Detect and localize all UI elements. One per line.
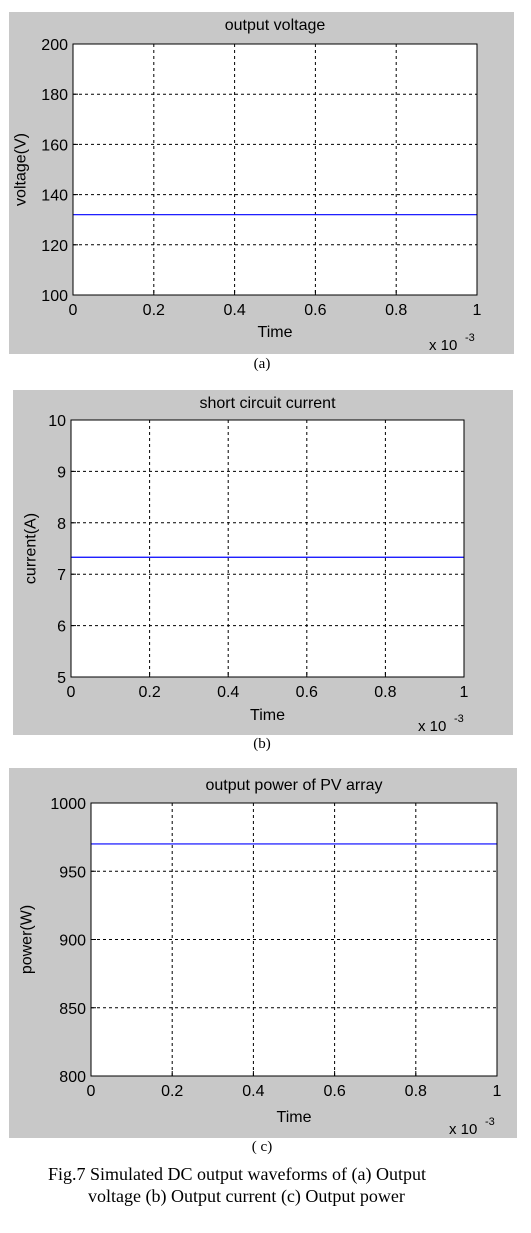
chart-1-y-tick-label: 10 [48, 413, 66, 430]
chart-1-x-multiplier: x 10 [418, 718, 446, 735]
chart-1-x-exponent: -3 [454, 713, 464, 725]
figure-caption-line-1: Fig.7 Simulated DC output waveforms of (… [48, 1164, 426, 1184]
chart-0-y-tick-label: 100 [41, 288, 68, 305]
chart-2-y-tick-label: 1000 [50, 796, 86, 813]
chart-sublabel-b: (b) [253, 736, 271, 752]
chart-output-power: 0 0.2 0.4 0.6 0.8 1 800 850 900 950 1000 output pow… [19, 777, 502, 1138]
chart-1-x-tick-label: 0.6 [296, 684, 318, 701]
chart-0-x-tick-label: 0.6 [304, 302, 326, 319]
chart-1-y-tick-label: 8 [57, 516, 66, 533]
chart-0-x-axis-label: Time [258, 324, 293, 341]
chart-1-x-tick-label: 0 [67, 684, 76, 701]
chart-1-plot-frame [70, 419, 465, 678]
chart-1-y-tick-label: 6 [57, 619, 66, 636]
chart-2-y-tick-label: 900 [59, 933, 86, 950]
chart-2-x-tick-label: 0 [87, 1083, 96, 1100]
chart-1-x-axis-label: Time [250, 707, 285, 724]
chart-panel-output-voltage: 0 0.2 0.4 0.6 0.8 1 100 120 140 160 180 200 output v… [9, 12, 514, 354]
chart-2-plot-frame [90, 802, 498, 1077]
chart-0-plot-frame [72, 43, 478, 296]
chart-1-x-tick-label: 1 [460, 684, 469, 701]
chart-2-y-axis-label: power(W) [19, 905, 36, 974]
chart-2-x-tick-label: 1 [493, 1083, 502, 1100]
chart-0-x-tick-label: 0.4 [223, 302, 245, 319]
chart-panel-short-circuit-current: 0 0.2 0.4 0.6 0.8 1 5 6 7 8 9 10 short circuit curre… [13, 390, 513, 735]
chart-sublabel-a: (a) [253, 356, 271, 372]
chart-2-x-tick-label: 0.4 [242, 1083, 264, 1100]
chart-1-y-tick-label: 9 [57, 464, 66, 481]
chart-2-x-multiplier: x 10 [449, 1121, 477, 1138]
chart-output-voltage: 0 0.2 0.4 0.6 0.8 1 100 120 140 160 180 200 output v… [13, 17, 482, 354]
chart-0-y-tick-label: 180 [41, 87, 68, 104]
chart-2-x-tick-label: 0.2 [161, 1083, 183, 1100]
chart-0-x-multiplier: x 10 [429, 337, 457, 354]
chart-2-title: output power of PV array [206, 777, 383, 794]
figure-caption-line-2: voltage (b) Output current (c) Output po… [88, 1186, 405, 1206]
chart-2-y-tick-label: 800 [59, 1069, 86, 1086]
chart-0-y-tick-label: 200 [41, 37, 68, 54]
chart-0-y-tick-label: 140 [41, 188, 68, 205]
chart-1-y-tick-label: 5 [57, 670, 66, 687]
chart-panel-output-power: 0 0.2 0.4 0.6 0.8 1 800 850 900 950 1000 output pow… [9, 768, 517, 1138]
chart-1-plot-area [71, 420, 464, 677]
chart-sublabel-c: ( c) [251, 1139, 273, 1155]
chart-1-x-tick-label: 0.2 [138, 684, 160, 701]
chart-0-x-tick-label: 0.2 [143, 302, 165, 319]
chart-1-title: short circuit current [199, 395, 336, 412]
chart-2-x-exponent: -3 [485, 1116, 495, 1128]
chart-0-title: output voltage [225, 17, 326, 34]
chart-1-y-axis-label: current(A) [23, 513, 40, 584]
chart-1-x-tick-label: 0.4 [217, 684, 239, 701]
chart-0-x-exponent: -3 [465, 332, 475, 344]
chart-1-y-tick-label: 7 [57, 567, 66, 584]
chart-2-x-tick-label: 0.6 [323, 1083, 345, 1100]
figure-caption: Fig.7 Simulated DC output waveforms of (… [0, 1163, 531, 1207]
chart-2-y-tick-label: 950 [59, 864, 86, 881]
chart-0-x-tick-label: 0 [69, 302, 78, 319]
chart-2-x-axis-label: Time [277, 1109, 312, 1126]
chart-0-plot-area [73, 44, 477, 295]
chart-short-circuit-current: 0 0.2 0.4 0.6 0.8 1 5 6 7 8 9 10 short circuit curre… [23, 395, 469, 735]
chart-0-y-tick-label: 120 [41, 238, 68, 255]
chart-2-x-tick-label: 0.8 [405, 1083, 427, 1100]
chart-0-y-axis-label: voltage(V) [13, 133, 30, 206]
chart-2-y-tick-label: 850 [59, 1001, 86, 1018]
chart-0-x-tick-label: 0.8 [385, 302, 407, 319]
chart-1-x-tick-label: 0.8 [374, 684, 396, 701]
chart-0-x-tick-label: 1 [473, 302, 482, 319]
chart-0-y-tick-label: 160 [41, 137, 68, 154]
